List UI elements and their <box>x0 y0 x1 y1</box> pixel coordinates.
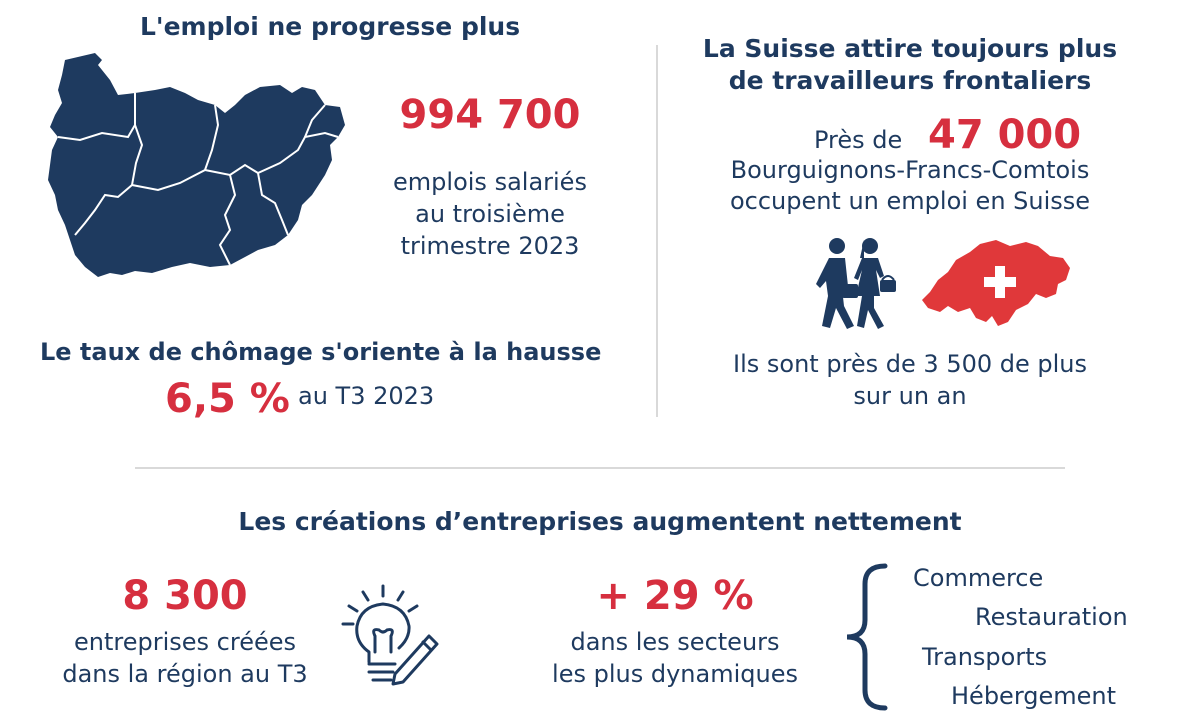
chomage-title: Le taux de chômage s'oriente à la hausse <box>40 338 602 366</box>
lightbulb-pencil-icon <box>341 584 439 686</box>
sector-transports: Transports <box>922 643 1048 671</box>
suisse-line2: occupent un emploi en Suisse <box>729 187 1091 215</box>
brace-icon <box>846 563 888 711</box>
sector-restauration: Restauration <box>975 603 1128 631</box>
suisse-line1: Bourguignons-Francs-Comtois <box>730 156 1090 184</box>
creations-growth: + 29 % <box>596 573 754 619</box>
suisse-more-line2: sur un an <box>853 382 967 410</box>
emploi-line3: trimestre 2023 <box>400 232 580 260</box>
creations-title: Les créations d’entreprises augmentent n… <box>238 507 962 536</box>
emploi-line2: au troisième <box>415 200 565 228</box>
suisse-title-line1: La Suisse attire toujours plus <box>702 34 1118 63</box>
emploi-title: L'emploi ne progresse plus <box>140 12 521 41</box>
emploi-line1: emplois salariés <box>393 168 587 196</box>
chomage-value: 6,5 % <box>165 376 290 422</box>
suisse-pres-de: Près de <box>814 126 903 154</box>
horizontal-divider <box>135 467 1065 469</box>
creations-count: 8 300 <box>122 573 248 619</box>
vertical-divider <box>656 45 658 417</box>
creations-growth-line2: les plus dynamiques <box>552 660 798 688</box>
chomage-period: au T3 2023 <box>298 382 435 410</box>
switzerland-map-icon <box>922 240 1070 326</box>
region-map-icon <box>48 53 345 277</box>
creations-count-line1: entreprises créées <box>74 628 296 656</box>
creations-count-line2: dans la région au T3 <box>62 660 308 688</box>
suisse-value: 47 000 <box>928 112 1082 158</box>
commuters-icon <box>816 238 896 329</box>
suisse-more-line1: Ils sont près de 3 500 de plus <box>733 350 1087 378</box>
creations-growth-line1: dans les secteurs <box>570 628 780 656</box>
emploi-value: 994 700 <box>399 92 581 138</box>
suisse-title-line2: de travailleurs frontaliers <box>728 66 1092 95</box>
sector-hebergement: Hébergement <box>951 682 1117 710</box>
sector-commerce: Commerce <box>913 564 1044 592</box>
